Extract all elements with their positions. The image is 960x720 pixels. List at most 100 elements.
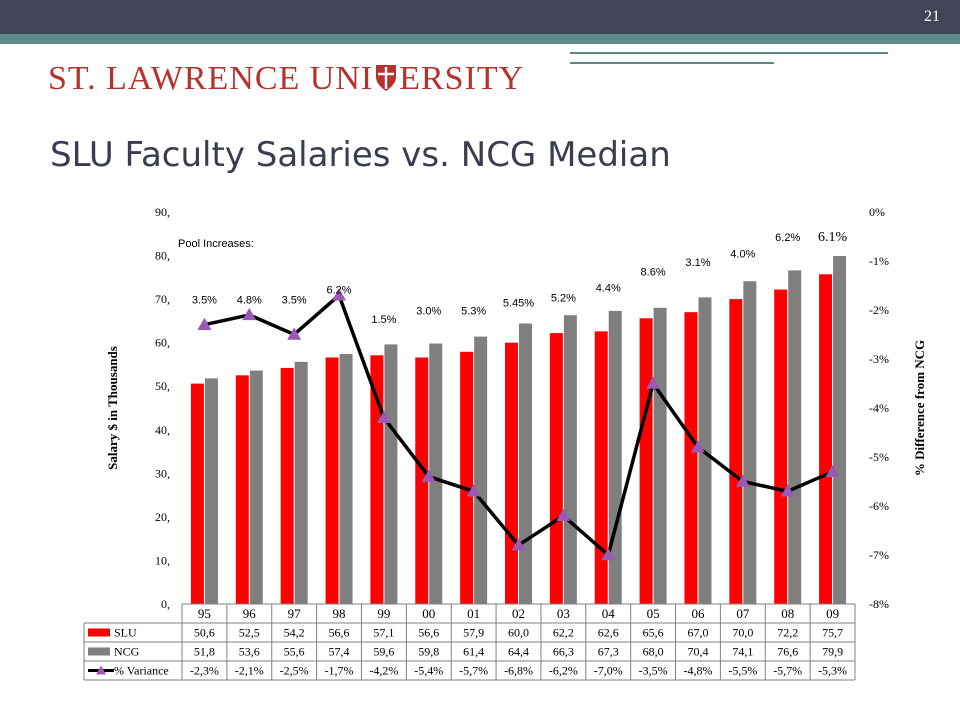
table-cell: 75,7 (822, 626, 843, 640)
table-cell: -4,8% (683, 664, 712, 678)
table-cell: -2,3% (190, 664, 219, 678)
table-cell: 56,6 (329, 626, 350, 640)
right-tick-label: -1% (869, 254, 889, 268)
slu-bar (549, 333, 563, 604)
ncg-bar (563, 315, 577, 604)
table-cell: -6,8% (504, 664, 533, 678)
variance-point (825, 464, 840, 477)
variance-point (780, 484, 795, 497)
slu-bar (370, 355, 384, 604)
left-axis-title: Salary $ in Thousands (105, 346, 120, 470)
table-cell: -5,7% (773, 664, 802, 678)
table-cell: 66,3 (553, 645, 574, 659)
category-label: 97 (288, 606, 302, 621)
slu-bar (235, 375, 249, 604)
page-number: 21 (924, 8, 940, 25)
table-cell: 59,6 (373, 645, 394, 659)
left-tick-label: 10, (155, 553, 170, 567)
left-tick-label: 70, (155, 292, 170, 306)
table-cell: -2,5% (280, 664, 309, 678)
variance-point (242, 307, 257, 321)
left-tick-label: 20, (155, 510, 170, 524)
ncg-bar (788, 270, 802, 604)
slu-bar (325, 357, 339, 604)
variance-point (287, 327, 302, 340)
slu-bar (639, 318, 653, 604)
logo-text-left: ST. LAWRENCE UNI (48, 60, 374, 97)
pool-increase-label: 6.2% (775, 232, 800, 244)
table-cell: -6,2% (549, 664, 578, 678)
ncg-bar (653, 307, 667, 604)
right-tick-label: -5% (869, 450, 889, 464)
slu-bar (280, 367, 294, 604)
right-tick-label: -7% (869, 548, 889, 562)
variance-point (197, 317, 212, 330)
pool-increase-label: 3.1% (685, 257, 710, 269)
ncg-bar (339, 353, 353, 604)
table-cell: 70,0 (732, 626, 753, 640)
left-tick-label: 40, (155, 423, 170, 437)
slide-title: SLU Faculty Salaries vs. NCG Median (50, 135, 671, 175)
pool-increase-label: 5.45% (503, 298, 534, 310)
table-cell: 57,4 (329, 645, 350, 659)
table-cell: 64,4 (508, 645, 529, 659)
pool-increase-label: 4.8% (237, 294, 262, 306)
legend-swatch-ncg (88, 647, 110, 656)
table-cell: 76,6 (777, 645, 798, 659)
category-label: 00 (422, 606, 435, 621)
shield-icon (376, 65, 397, 91)
variance-point (690, 440, 705, 453)
pool-increase-label: 3.5% (192, 294, 217, 306)
right-tick-label: 0% (869, 205, 885, 219)
table-cell: 51,8 (194, 645, 215, 659)
table-cell: -5,4% (414, 664, 443, 678)
category-label: 98 (333, 606, 346, 621)
pool-increases-header: Pool Increases: (178, 238, 254, 250)
left-tick-label: 60, (155, 336, 170, 350)
table-cell: -5,5% (728, 664, 757, 678)
table-cell: 72,2 (777, 626, 798, 640)
variance-point (421, 469, 436, 482)
table-cell: 62,6 (598, 626, 619, 640)
table-cell: 53,6 (239, 645, 260, 659)
category-label: 03 (557, 606, 570, 621)
ncg-bar (608, 310, 622, 604)
slu-bar (460, 351, 474, 604)
variance-point (332, 288, 347, 301)
slu-bar (774, 289, 788, 604)
pool-increase-label: 5.2% (551, 293, 576, 305)
slu-bar (415, 357, 429, 604)
left-tick-label: 50, (155, 379, 170, 393)
table-cell: 61,4 (463, 645, 484, 659)
table-cell: 67,3 (598, 645, 619, 659)
university-logo: ST. LAWRENCE UNI ERSITY (48, 60, 524, 98)
legend-label-ncg: NCG (114, 645, 140, 659)
table-cell: -1,7% (325, 664, 354, 678)
left-tick-label: 30, (155, 466, 170, 480)
table-cell: 70,4 (687, 645, 708, 659)
ncg-bar (519, 323, 532, 604)
category-label: 96 (243, 606, 257, 621)
category-label: 07 (736, 606, 750, 621)
ncg-bar (249, 370, 263, 604)
category-label: 06 (691, 606, 705, 621)
right-tick-label: -8% (869, 597, 889, 611)
right-tick-label: -3% (869, 352, 889, 366)
category-label: 99 (377, 606, 390, 621)
table-cell: 56,6 (418, 626, 439, 640)
ncg-bar (384, 344, 398, 604)
variance-point (466, 484, 481, 497)
pool-increase-label: 5.3% (461, 305, 486, 317)
ncg-bar (743, 281, 757, 604)
table-cell: 57,1 (373, 626, 394, 640)
ncg-bar (474, 336, 488, 604)
right-tick-label: -4% (869, 401, 889, 415)
table-cell: 62,2 (553, 626, 574, 640)
table-cell: 67,0 (687, 626, 708, 640)
table-cell: 79,9 (822, 645, 843, 659)
pool-increase-label: 3.5% (282, 294, 307, 306)
variance-point (735, 474, 750, 487)
variance-point (511, 538, 526, 551)
slu-bar (684, 312, 698, 604)
